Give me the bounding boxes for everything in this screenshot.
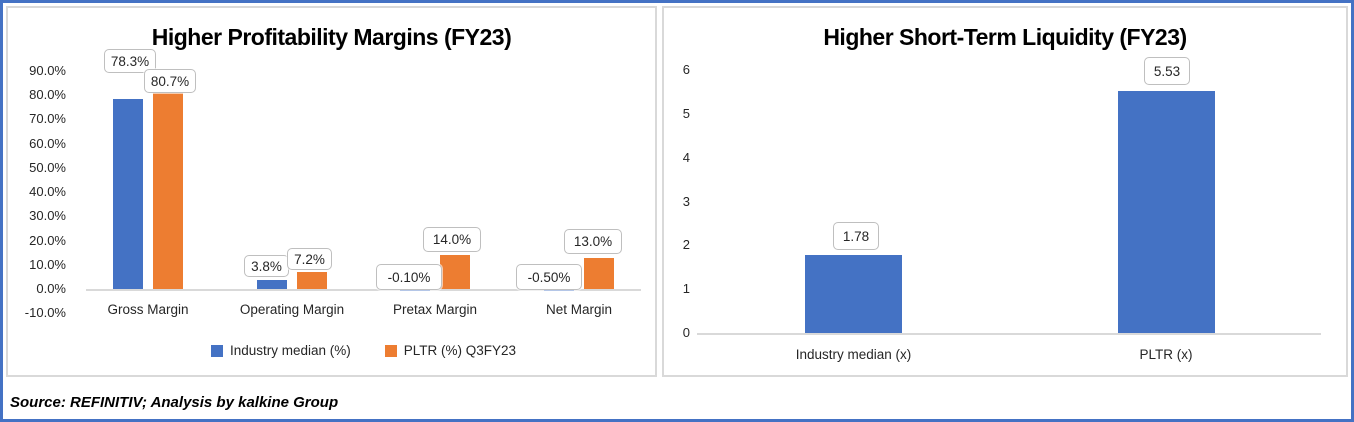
y-axis-tick-label: 60.0% bbox=[29, 135, 66, 151]
y-axis-tick-label: 30.0% bbox=[29, 208, 66, 224]
bar bbox=[805, 255, 902, 333]
y-axis-tick-label: 80.0% bbox=[29, 87, 66, 103]
legend-item-pltr: PLTR (%) Q3FY23 bbox=[384, 343, 517, 358]
bar bbox=[1117, 90, 1215, 333]
data-label-callout: -0.10% bbox=[376, 264, 442, 290]
y-axis-tick-label: 6 bbox=[682, 62, 690, 78]
y-axis-tick-label: 40.0% bbox=[29, 184, 66, 200]
y-axis-tick-label: 70.0% bbox=[29, 111, 66, 127]
y-axis-tick-label: 1 bbox=[682, 281, 690, 297]
bar bbox=[544, 290, 574, 292]
bar bbox=[400, 290, 430, 291]
y-axis-tick-label: 90.0% bbox=[29, 62, 66, 78]
y-axis-tick-label: -10.0% bbox=[24, 305, 66, 321]
y-axis-tick-label: 10.0% bbox=[29, 256, 66, 272]
liquidity-plot-area: 6 5 4 3 2 1 0 Industry median (x) PLTR (x) 1.78 5.… bbox=[664, 8, 1346, 375]
y-axis-tick-label: 5 bbox=[682, 106, 690, 121]
legend-label: Industry median (%) bbox=[229, 343, 351, 358]
x-axis-category-label: Industry median (x) bbox=[795, 347, 912, 362]
bar bbox=[297, 271, 327, 289]
legend-label: PLTR (%) Q3FY23 bbox=[403, 343, 517, 358]
bar bbox=[153, 93, 183, 289]
y-axis-tick-label: 0 bbox=[682, 325, 690, 340]
x-axis-category-label: Operating Margin bbox=[239, 302, 345, 317]
data-label-callout: 13.0% bbox=[564, 229, 622, 254]
data-label-callout: 5.53 bbox=[1144, 57, 1190, 85]
data-label-callout: 3.8% bbox=[244, 255, 289, 277]
legend-item-industry-median: Industry median (%) bbox=[210, 343, 351, 358]
data-label-callout: 14.0% bbox=[423, 227, 481, 252]
legend: Industry median (%) PLTR (%) Q3FY23 bbox=[86, 343, 641, 358]
profitability-chart-panel: Higher Profitability Margins (FY23) 90.0… bbox=[6, 6, 657, 377]
source-note: Source: REFINITIV; Analysis by kalkine G… bbox=[10, 394, 339, 411]
bar bbox=[440, 255, 470, 289]
x-axis-category-label: Pretax Margin bbox=[392, 302, 478, 317]
y-axis-tick-label: 0.0% bbox=[36, 281, 66, 296]
profitability-chart-title: Higher Profitability Margins (FY23) bbox=[151, 24, 512, 50]
x-axis-category-label: Net Margin bbox=[545, 302, 613, 317]
x-axis-category-label: PLTR (x) bbox=[1139, 347, 1193, 362]
profitability-plot-area: 90.0% 80.0% 70.0% 60.0% 50.0% 40.0% 30.0% 20.0%… bbox=[8, 8, 655, 375]
y-axis-tick-label: 4 bbox=[682, 149, 690, 165]
y-axis-tick-label: 3 bbox=[682, 193, 690, 209]
data-label-callout: -0.50% bbox=[516, 264, 582, 290]
x-axis-category-label: Gross Margin bbox=[107, 302, 189, 317]
legend-color-swatch-orange bbox=[384, 344, 397, 357]
liquidity-chart-panel: Higher Short-Term Liquidity (FY23) 6 5 4 3 2… bbox=[662, 6, 1348, 377]
bar bbox=[257, 279, 287, 289]
data-label-callout: 80.7% bbox=[144, 69, 196, 93]
liquidity-chart-title: Higher Short-Term Liquidity (FY23) bbox=[823, 24, 1187, 50]
x-axis-line bbox=[86, 289, 641, 291]
bar bbox=[113, 99, 143, 289]
legend-color-swatch-blue bbox=[210, 344, 223, 357]
x-axis-line bbox=[697, 333, 1321, 335]
data-label-callout: 1.78 bbox=[833, 222, 879, 250]
y-axis-tick-label: 20.0% bbox=[29, 232, 66, 248]
y-axis-tick-label: 50.0% bbox=[29, 159, 66, 175]
y-axis-tick-label: 2 bbox=[682, 237, 690, 253]
bar bbox=[584, 257, 614, 289]
data-label-callout: 7.2% bbox=[287, 248, 332, 270]
